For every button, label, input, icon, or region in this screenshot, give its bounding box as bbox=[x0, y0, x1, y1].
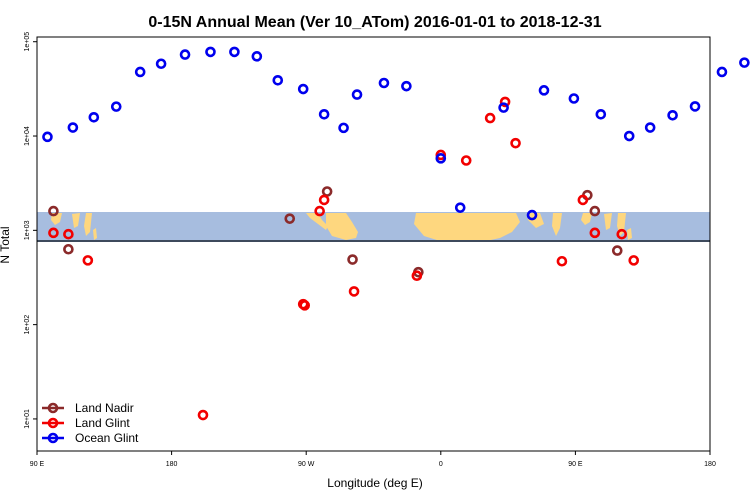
x-tick-label: 0 bbox=[439, 461, 443, 468]
point-ocean-glint bbox=[351, 89, 363, 100]
point-ocean-glint bbox=[568, 93, 580, 104]
land-shape bbox=[72, 213, 80, 228]
point-land-nadir bbox=[611, 245, 623, 256]
land-shape bbox=[326, 213, 358, 240]
point-ocean-glint bbox=[272, 74, 284, 86]
point-ocean-glint bbox=[297, 83, 309, 95]
point-ocean-glint bbox=[110, 101, 122, 112]
point-ocean-glint bbox=[739, 57, 750, 68]
point-ocean-glint bbox=[251, 51, 263, 62]
point-ocean-glint bbox=[454, 202, 466, 213]
land-shape bbox=[581, 213, 592, 225]
x-tick-label: 90 W bbox=[298, 461, 315, 468]
point-land-nadir bbox=[589, 205, 601, 217]
point-ocean-glint bbox=[318, 108, 330, 120]
point-land-glint bbox=[616, 228, 628, 240]
x-axis: 90 E 180 90 W 0 90 E 180 bbox=[30, 451, 716, 468]
point-ocean-glint bbox=[229, 46, 240, 58]
point-ocean-glint bbox=[644, 122, 656, 133]
point-land-glint bbox=[499, 96, 511, 108]
legend-label-land-glint: Land Glint bbox=[75, 416, 130, 430]
point-land-glint bbox=[411, 270, 423, 282]
point-land-glint bbox=[318, 194, 330, 206]
data-points bbox=[42, 46, 750, 421]
land-shape bbox=[552, 213, 562, 236]
point-ocean-glint bbox=[498, 102, 509, 113]
point-land-nadir bbox=[347, 254, 358, 265]
point-land-nadir bbox=[284, 213, 296, 224]
point-ocean-glint bbox=[88, 111, 100, 123]
point-ocean-glint bbox=[689, 101, 701, 112]
y-axis: 1e+01 1e+02 1e+03 1e+04 1e+05 bbox=[24, 32, 37, 429]
land-shape bbox=[414, 213, 520, 241]
chart-title: 0-15N Annual Mean (Ver 10_ATom) 2016-01-… bbox=[148, 14, 601, 31]
point-ocean-glint bbox=[179, 49, 191, 60]
land-shape bbox=[627, 228, 632, 240]
legend-marker-land-glint bbox=[47, 417, 59, 429]
point-land-glint bbox=[299, 300, 311, 311]
point-ocean-glint bbox=[538, 85, 550, 96]
point-ocean-glint bbox=[667, 109, 678, 121]
y-axis-label: N Total bbox=[0, 226, 12, 263]
point-land-glint bbox=[82, 255, 94, 266]
legend-label-ocean-glint: Ocean Glint bbox=[75, 431, 139, 445]
y-tick-label: 1e+02 bbox=[24, 315, 31, 335]
land-shape bbox=[527, 213, 544, 228]
point-ocean-glint bbox=[205, 46, 216, 58]
point-ocean-glint bbox=[134, 66, 146, 78]
map-band bbox=[37, 212, 710, 242]
y-tick-label: 1e+05 bbox=[24, 32, 31, 52]
point-ocean-glint bbox=[338, 122, 349, 134]
land-shape bbox=[306, 213, 328, 230]
y-tick-label: 1e+03 bbox=[24, 220, 31, 240]
point-ocean-glint bbox=[67, 122, 79, 133]
plot-frame bbox=[36, 36, 711, 452]
x-tick-label: 180 bbox=[166, 461, 178, 468]
point-ocean-glint bbox=[716, 66, 728, 78]
point-ocean-glint bbox=[401, 80, 412, 92]
point-land-glint bbox=[460, 155, 472, 166]
land-shape bbox=[93, 228, 97, 240]
point-land-glint bbox=[556, 255, 568, 267]
point-land-glint bbox=[348, 286, 360, 297]
point-ocean-glint bbox=[526, 209, 538, 221]
point-land-glint bbox=[510, 137, 521, 149]
y-tick-label: 1e+01 bbox=[24, 409, 31, 429]
point-ocean-glint bbox=[155, 58, 167, 70]
legend-label-land-nadir: Land Nadir bbox=[75, 401, 134, 415]
y-tick-label: 1e+04 bbox=[24, 126, 31, 146]
land-shape bbox=[84, 213, 92, 236]
land-shape bbox=[604, 213, 612, 230]
x-tick-label: 180 bbox=[704, 461, 716, 468]
point-land-glint bbox=[314, 205, 325, 217]
point-ocean-glint bbox=[378, 77, 390, 89]
point-land-glint bbox=[48, 227, 59, 239]
point-ocean-glint bbox=[435, 153, 447, 164]
point-ocean-glint bbox=[42, 131, 53, 143]
point-land-glint bbox=[577, 194, 589, 206]
legend-marker-ocean-glint bbox=[47, 432, 59, 444]
point-land-glint bbox=[63, 228, 74, 240]
point-land-glint bbox=[197, 409, 209, 421]
legend-marker-land-nadir bbox=[47, 402, 59, 414]
x-tick-label: 90 E bbox=[30, 461, 45, 468]
point-land-glint bbox=[484, 112, 496, 124]
point-ocean-glint bbox=[623, 130, 635, 142]
point-land-nadir bbox=[63, 243, 74, 255]
point-land-nadir bbox=[321, 186, 333, 197]
point-land-glint bbox=[628, 255, 640, 266]
point-ocean-glint bbox=[595, 108, 607, 120]
point-land-glint bbox=[589, 227, 601, 239]
x-tick-label: 90 E bbox=[568, 461, 583, 468]
point-land-nadir bbox=[48, 205, 59, 217]
x-axis-label: Longitude (deg E) bbox=[327, 476, 422, 490]
